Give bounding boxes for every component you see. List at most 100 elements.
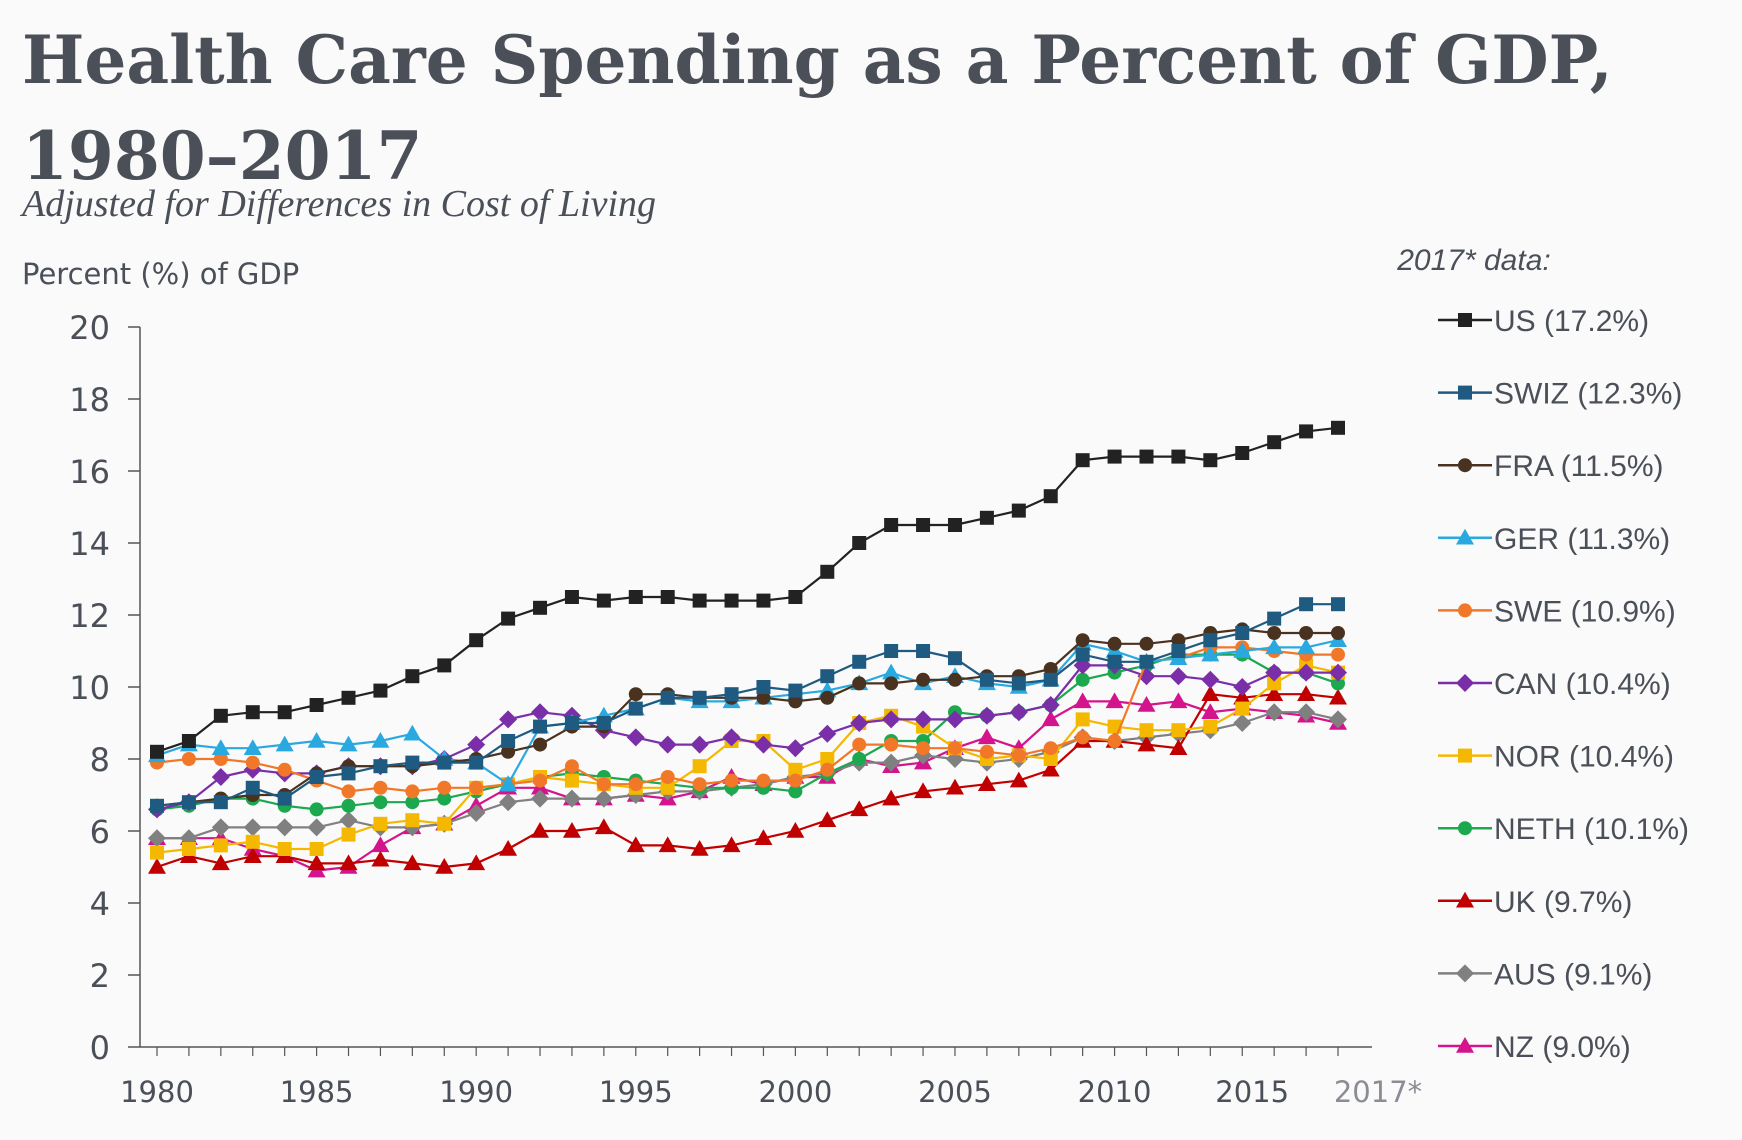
legend-label: CAN (10.4%) xyxy=(1494,668,1671,701)
data-point xyxy=(818,724,837,743)
legend-item: NZ (9.0%) xyxy=(1438,1031,1631,1064)
y-axis-label: Percent (%) of GDP xyxy=(22,257,299,291)
data-point xyxy=(628,701,643,716)
data-point xyxy=(309,842,324,856)
data-point xyxy=(467,735,486,754)
series-swiz xyxy=(150,597,1345,813)
legend-label: US (17.2%) xyxy=(1494,305,1649,338)
y-tick-label: 14 xyxy=(69,525,110,563)
data-point xyxy=(947,741,962,756)
data-point xyxy=(1299,597,1314,612)
data-point xyxy=(437,780,452,795)
data-point xyxy=(243,818,262,837)
data-point xyxy=(660,770,675,784)
data-point xyxy=(1201,645,1220,662)
data-point xyxy=(405,813,420,828)
data-point xyxy=(1139,636,1154,651)
data-point xyxy=(626,728,645,747)
data-point xyxy=(1267,626,1282,640)
data-point xyxy=(373,780,388,795)
series-line xyxy=(156,603,1338,807)
legend-marker xyxy=(1458,458,1472,473)
data-point xyxy=(1265,685,1284,701)
data-point xyxy=(692,759,707,774)
data-point xyxy=(181,734,196,748)
y-tick-label: 16 xyxy=(69,453,110,491)
data-point xyxy=(1043,752,1058,766)
data-point xyxy=(945,778,964,795)
data-point xyxy=(1043,672,1058,687)
data-point xyxy=(211,818,230,837)
data-point xyxy=(243,739,262,755)
data-point xyxy=(309,802,324,817)
data-point xyxy=(277,791,292,806)
data-point xyxy=(564,590,579,604)
data-point xyxy=(1171,633,1186,648)
data-point xyxy=(852,752,867,766)
data-point xyxy=(660,590,675,604)
data-point xyxy=(405,755,420,770)
data-point xyxy=(1297,663,1316,682)
data-point xyxy=(371,732,390,748)
data-point xyxy=(1267,676,1282,691)
data-point xyxy=(754,829,773,845)
data-point xyxy=(626,836,645,853)
data-point xyxy=(148,858,166,874)
data-point xyxy=(820,762,835,777)
data-point xyxy=(341,827,356,842)
data-point xyxy=(341,784,356,799)
data-point xyxy=(916,518,931,532)
data-point xyxy=(1137,735,1156,752)
legend-item: SWE (10.9%) xyxy=(1438,595,1676,628)
series-us xyxy=(150,420,1345,759)
x-tick-label: 2017* xyxy=(1334,1075,1422,1109)
data-point xyxy=(690,840,709,856)
data-point xyxy=(501,611,516,626)
data-point xyxy=(531,703,550,722)
data-point xyxy=(150,744,164,759)
data-point xyxy=(499,840,518,856)
data-point xyxy=(1011,748,1026,763)
data-point xyxy=(724,687,739,702)
data-point xyxy=(1107,449,1122,464)
x-tick-label: 1980 xyxy=(120,1075,194,1109)
data-point xyxy=(979,672,994,687)
chart-subtitle: Adjusted for Differences in Cost of Livi… xyxy=(22,183,656,225)
data-point xyxy=(594,818,613,835)
data-point xyxy=(724,773,739,788)
data-point xyxy=(339,854,358,871)
data-point xyxy=(341,690,356,705)
data-point xyxy=(1137,696,1156,712)
data-point xyxy=(852,654,867,669)
data-point xyxy=(1235,701,1250,716)
series-line xyxy=(156,693,1339,869)
data-point xyxy=(882,753,901,772)
data-point xyxy=(243,847,262,863)
data-point xyxy=(531,822,550,838)
y-tick-label: 8 xyxy=(90,741,110,779)
data-point xyxy=(1171,449,1186,464)
data-point xyxy=(1075,730,1090,745)
data-point xyxy=(690,735,709,754)
y-tick-label: 6 xyxy=(90,813,110,851)
data-point xyxy=(884,644,899,658)
data-point xyxy=(213,708,228,723)
data-point xyxy=(1075,453,1090,468)
data-point xyxy=(245,780,260,795)
x-tick-label: 1990 xyxy=(439,1075,513,1109)
data-point xyxy=(1043,489,1058,504)
data-point xyxy=(1265,663,1284,682)
data-point xyxy=(469,755,484,770)
data-point xyxy=(788,773,803,788)
data-point xyxy=(437,658,452,673)
data-point xyxy=(533,737,548,752)
data-point xyxy=(1171,644,1186,658)
data-point xyxy=(596,716,611,730)
data-point xyxy=(499,710,518,729)
data-point xyxy=(884,676,899,691)
data-point xyxy=(150,845,164,860)
legend-marker xyxy=(1458,748,1472,763)
data-point xyxy=(1233,678,1252,696)
data-point xyxy=(1201,685,1220,701)
y-tick-label: 4 xyxy=(90,885,110,923)
